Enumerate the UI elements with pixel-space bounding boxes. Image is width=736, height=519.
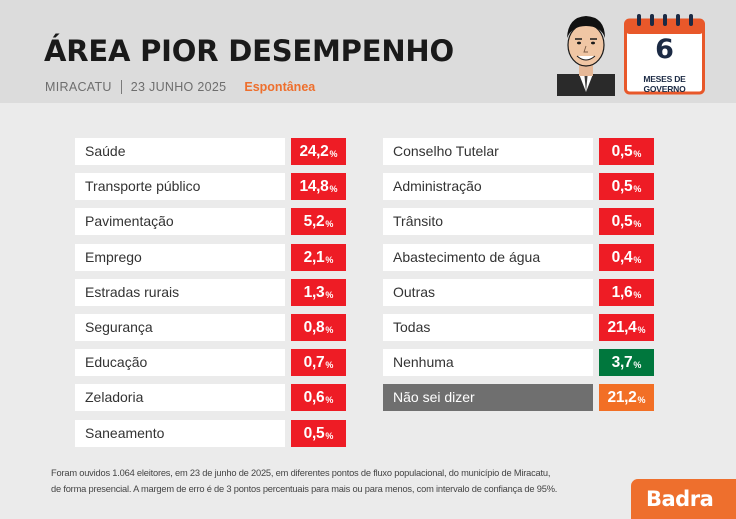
value-badge: 1,6% bbox=[599, 279, 654, 306]
value-badge: 1,3% bbox=[291, 279, 346, 306]
percent-sign: % bbox=[325, 430, 334, 441]
percent-sign: % bbox=[329, 183, 338, 194]
page-title: ÁREA PIOR DESEMPENHO bbox=[44, 34, 454, 68]
value-number: 0,6 bbox=[303, 388, 325, 406]
percent-sign: % bbox=[325, 394, 334, 405]
calendar-label: MESES DE GOVERNO bbox=[643, 74, 686, 94]
percent-sign: % bbox=[325, 359, 334, 370]
percent-sign: % bbox=[637, 324, 646, 335]
value-number: 0,4 bbox=[611, 248, 633, 266]
value-badge: 0,4% bbox=[599, 244, 654, 271]
survey-mode-label: Espontânea bbox=[244, 80, 316, 94]
value-badge: 0,7% bbox=[291, 349, 346, 376]
value-badge: 21,2% bbox=[599, 384, 654, 411]
city-label: MIRACATU bbox=[45, 80, 112, 94]
category-label: Transporte público bbox=[75, 173, 285, 200]
category-label: Zeladoria bbox=[75, 384, 285, 411]
value-number: 24,2 bbox=[299, 142, 329, 160]
calendar-number: 6 bbox=[655, 34, 674, 65]
category-label: Pavimentação bbox=[75, 208, 285, 235]
category-label: Saneamento bbox=[75, 420, 285, 447]
category-label: Administração bbox=[383, 173, 593, 200]
date-label: 23 JUNHO 2025 bbox=[130, 80, 227, 94]
value-number: 14,8 bbox=[299, 177, 329, 195]
category-label: Outras bbox=[383, 279, 593, 306]
value-number: 0,5 bbox=[611, 177, 633, 195]
percent-sign: % bbox=[633, 254, 642, 265]
percent-sign: % bbox=[325, 324, 334, 335]
value-number: 0,7 bbox=[303, 353, 325, 371]
value-badge: 2,1% bbox=[291, 244, 346, 271]
percent-sign: % bbox=[633, 148, 642, 159]
value-number: 1,6 bbox=[611, 283, 633, 301]
category-label: Nenhuma bbox=[383, 349, 593, 376]
brand-logo: Badra bbox=[631, 479, 736, 519]
value-number: 2,1 bbox=[303, 248, 325, 266]
value-badge: 0,5% bbox=[599, 173, 654, 200]
percent-sign: % bbox=[325, 289, 334, 300]
value-number: 3,7 bbox=[611, 353, 633, 371]
value-number: 0,5 bbox=[303, 424, 325, 442]
value-badge: 24,2% bbox=[291, 138, 346, 165]
percent-sign: % bbox=[633, 218, 642, 229]
category-label: Todas bbox=[383, 314, 593, 341]
percent-sign: % bbox=[637, 394, 646, 405]
methodology-line: de forma presencial. A margem de erro é … bbox=[51, 484, 558, 494]
value-badge: 0,6% bbox=[291, 384, 346, 411]
value-number: 0,5 bbox=[611, 212, 633, 230]
category-label: Não sei dizer bbox=[383, 384, 593, 411]
percent-sign: % bbox=[329, 148, 338, 159]
category-label: Emprego bbox=[75, 244, 285, 271]
category-label: Trânsito bbox=[383, 208, 593, 235]
value-badge: 14,8% bbox=[291, 173, 346, 200]
value-badge: 3,7% bbox=[599, 349, 654, 376]
mayor-portrait-icon bbox=[557, 16, 615, 96]
value-number: 21,4 bbox=[607, 318, 637, 336]
category-label: Estradas rurais bbox=[75, 279, 285, 306]
value-number: 21,2 bbox=[607, 388, 637, 406]
percent-sign: % bbox=[633, 289, 642, 300]
value-number: 1,3 bbox=[303, 283, 325, 301]
subtitle-bar: MIRACATU 23 JUNHO 2025 Espontânea bbox=[45, 80, 315, 94]
percent-sign: % bbox=[325, 254, 334, 265]
calendar-icon bbox=[624, 14, 705, 95]
category-label: Segurança bbox=[75, 314, 285, 341]
value-badge: 0,5% bbox=[291, 420, 346, 447]
value-badge: 0,5% bbox=[599, 208, 654, 235]
percent-sign: % bbox=[633, 183, 642, 194]
category-label: Conselho Tutelar bbox=[383, 138, 593, 165]
category-label: Abastecimento de água bbox=[383, 244, 593, 271]
value-badge: 21,4% bbox=[599, 314, 654, 341]
percent-sign: % bbox=[325, 218, 334, 229]
methodology-note: Foram ouvidos 1.064 eleitores, em 23 de … bbox=[51, 465, 557, 497]
methodology-line: Foram ouvidos 1.064 eleitores, em 23 de … bbox=[51, 468, 551, 478]
value-badge: 0,8% bbox=[291, 314, 346, 341]
value-number: 5,2 bbox=[303, 212, 325, 230]
category-label: Educação bbox=[75, 349, 285, 376]
category-label: Saúde bbox=[75, 138, 285, 165]
value-badge: 0,5% bbox=[599, 138, 654, 165]
percent-sign: % bbox=[633, 359, 642, 370]
divider bbox=[120, 80, 122, 94]
value-number: 0,5 bbox=[611, 142, 633, 160]
value-badge: 5,2% bbox=[291, 208, 346, 235]
value-number: 0,8 bbox=[303, 318, 325, 336]
